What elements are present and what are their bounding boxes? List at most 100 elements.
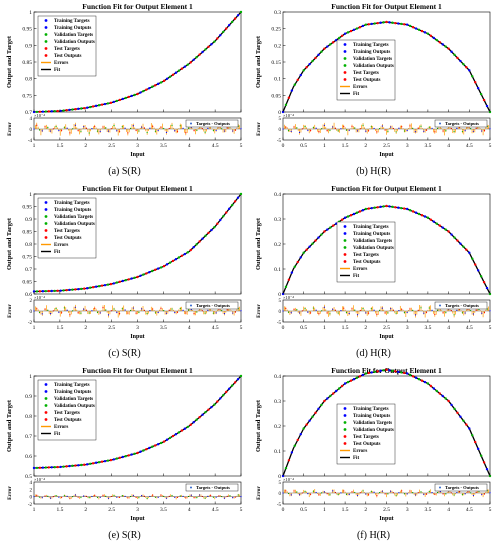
error-point xyxy=(61,496,63,499)
data-point xyxy=(109,458,113,462)
data-point xyxy=(450,50,453,53)
data-point xyxy=(403,207,406,210)
data-point xyxy=(352,212,356,216)
data-point xyxy=(299,433,302,436)
chart-panel-4: Function Fit for Output Element 1 0 0.1 0.2… xyxy=(255,184,492,359)
data-point xyxy=(213,403,216,406)
error-point xyxy=(456,491,458,494)
legend-entry: Fit xyxy=(353,274,359,279)
error-legend-entry: Targets - Outputs xyxy=(196,303,230,308)
legend-entry: Errors xyxy=(353,449,367,454)
error-point xyxy=(296,491,298,493)
error-legend-marker xyxy=(439,486,441,489)
error-point xyxy=(401,308,403,310)
data-point xyxy=(177,69,181,72)
error-legend-box xyxy=(434,301,488,310)
data-point xyxy=(447,230,450,233)
error-point xyxy=(431,309,433,311)
error-point xyxy=(376,495,378,497)
error-point xyxy=(459,491,461,493)
error-point xyxy=(223,313,226,315)
error-point xyxy=(387,493,389,495)
error-point xyxy=(384,129,386,131)
error-point xyxy=(99,130,101,132)
error-point xyxy=(403,312,406,314)
legend: Training Targets Training Outputs Validati… xyxy=(37,197,97,259)
data-point xyxy=(74,288,77,291)
data-point xyxy=(332,392,335,395)
data-point xyxy=(346,215,350,218)
data-point xyxy=(53,289,56,293)
error-point xyxy=(373,491,375,493)
data-point xyxy=(290,89,294,92)
x-tick-label: 0.5 xyxy=(300,507,307,513)
data-point xyxy=(94,285,98,288)
error-point xyxy=(472,313,475,315)
data-point xyxy=(485,104,489,108)
error-point xyxy=(376,131,378,133)
data-point xyxy=(337,36,341,40)
error-point xyxy=(80,312,82,314)
error-point xyxy=(41,130,43,132)
panel-caption: (e) S(R) xyxy=(108,530,141,541)
data-point xyxy=(38,110,42,113)
error-point xyxy=(149,495,151,498)
data-point xyxy=(465,248,468,251)
error-point xyxy=(354,491,356,494)
data-point xyxy=(233,381,237,384)
error-legend-box xyxy=(185,119,239,128)
data-point xyxy=(130,94,133,98)
error-point xyxy=(401,126,403,128)
legend-marker-swatch xyxy=(343,239,347,242)
legend-marker-swatch xyxy=(44,390,48,393)
data-point xyxy=(38,466,42,469)
y-tick-label: 0.1 xyxy=(274,449,281,455)
y-tick-label: 0.3 xyxy=(274,10,281,16)
data-point xyxy=(109,282,113,286)
data-point xyxy=(340,218,344,221)
data-point xyxy=(65,109,68,112)
data-point xyxy=(308,419,311,422)
error-point xyxy=(384,312,386,314)
x-tick-label: 4 xyxy=(447,507,450,513)
data-point xyxy=(367,371,370,375)
error-point xyxy=(395,131,397,133)
data-point xyxy=(364,23,367,26)
data-point xyxy=(370,371,373,374)
error-point xyxy=(105,309,107,311)
data-point xyxy=(56,465,59,469)
error-point xyxy=(66,127,68,129)
data-point xyxy=(121,279,124,283)
error-point xyxy=(113,494,115,497)
error-point xyxy=(163,127,165,130)
data-point xyxy=(183,65,187,68)
data-point xyxy=(97,284,101,288)
data-point xyxy=(471,75,474,78)
error-point xyxy=(315,491,317,494)
error-point xyxy=(152,125,154,128)
data-point xyxy=(106,283,110,286)
y-tick-label: 0.4 xyxy=(274,374,281,380)
error-point xyxy=(332,308,334,310)
data-point xyxy=(139,450,142,453)
data-point xyxy=(198,240,201,243)
error-point xyxy=(157,311,159,314)
data-point xyxy=(47,110,50,113)
legend-entry: Fit xyxy=(54,432,60,437)
data-point xyxy=(414,211,418,214)
error-point xyxy=(395,494,397,496)
data-point xyxy=(482,461,486,464)
error-legend: Targets - Outputs xyxy=(434,119,488,128)
error-point xyxy=(182,309,184,311)
data-point xyxy=(293,444,297,447)
data-point xyxy=(56,109,59,113)
y-tick-label: 0 xyxy=(278,474,281,480)
data-point xyxy=(420,214,424,217)
x-tick-label: 4 xyxy=(188,507,191,513)
error-point xyxy=(223,130,226,132)
error-tick-label: -5 xyxy=(277,321,282,326)
error-point xyxy=(121,308,123,310)
chart-title: Function Fit for Output Element 1 xyxy=(331,184,442,193)
error-point xyxy=(367,130,370,132)
error-point xyxy=(226,309,228,311)
